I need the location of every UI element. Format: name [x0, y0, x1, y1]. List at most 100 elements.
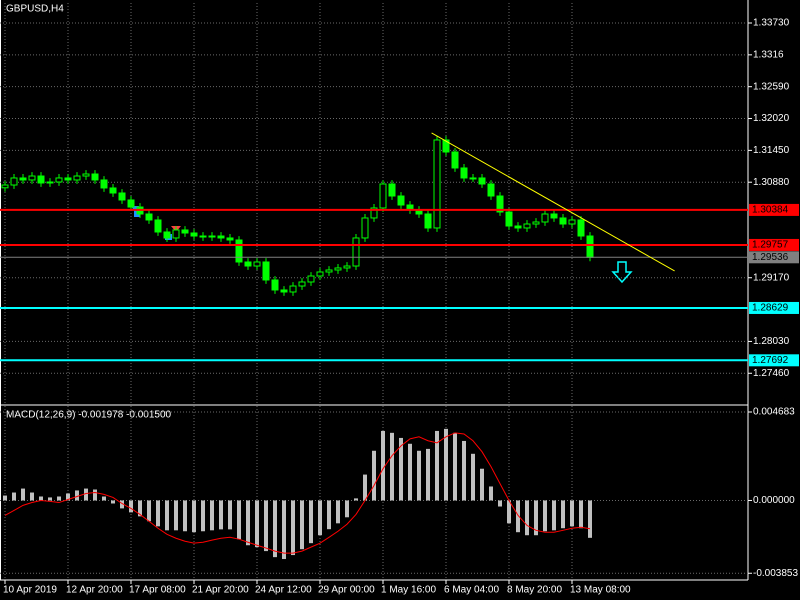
histogram-bar: [417, 450, 421, 501]
y-tick-label: 1.30880: [753, 177, 790, 188]
histogram-bar: [282, 500, 286, 560]
candle-body: [370, 207, 378, 219]
candle-body: [280, 289, 288, 293]
candle-body: [298, 281, 306, 287]
histogram-bar: [300, 500, 304, 550]
candle-body: [478, 177, 486, 185]
candle-body: [64, 177, 72, 181]
candle-body: [190, 232, 198, 237]
histogram-bar: [48, 497, 52, 501]
candle-body: [505, 211, 513, 227]
candle-body: [91, 173, 99, 181]
candle-body: [235, 239, 243, 263]
candle-body: [271, 279, 279, 291]
x-tick-label: 6 May 04:00: [444, 585, 499, 596]
candle-body: [46, 181, 54, 184]
candle-body: [109, 187, 117, 194]
histogram-bar: [336, 500, 340, 524]
candle-body: [334, 267, 342, 271]
histogram-bar: [273, 500, 277, 558]
histogram-bar: [309, 500, 313, 544]
x-tick-label: 21 Apr 20:00: [192, 585, 249, 596]
histogram-bar: [327, 500, 331, 530]
histogram-bar: [318, 500, 322, 536]
x-tick-label: 13 May 08:00: [570, 585, 631, 596]
histogram-bar: [246, 500, 250, 546]
candle-body: [307, 275, 315, 283]
candle-body: [343, 265, 351, 269]
histogram-bar: [30, 492, 34, 501]
histogram-bar: [264, 500, 268, 552]
histogram-bar: [183, 500, 187, 532]
level-label: 1.28629: [752, 303, 789, 314]
histogram-bar: [291, 500, 295, 556]
y-tick-label: 1.29170: [753, 272, 790, 283]
histogram-bar: [138, 500, 142, 517]
candle-body: [73, 175, 81, 181]
candle-body: [10, 177, 18, 186]
histogram-bar: [570, 500, 574, 527]
histogram-bar: [39, 496, 43, 501]
candle-body: [289, 285, 297, 293]
candle-body: [577, 219, 585, 237]
candle-body: [388, 183, 396, 197]
y-tick-label: 0.000000: [753, 495, 795, 506]
candle-body: [514, 225, 522, 229]
y-tick-label: 1.31450: [753, 145, 790, 156]
histogram-bar: [102, 496, 106, 501]
candle-body: [433, 139, 441, 229]
histogram-bar: [498, 500, 502, 507]
histogram-bar: [210, 500, 214, 531]
candle-body: [424, 213, 432, 229]
candle-body: [586, 235, 594, 258]
candle-body: [487, 183, 495, 197]
indicator-title: MACD(12,26,9) -0.001978 -0.001500: [6, 410, 172, 421]
histogram-bar: [174, 500, 178, 531]
histogram-bar: [543, 500, 547, 532]
histogram-bar: [228, 500, 232, 530]
candle-body: [118, 192, 126, 201]
trendline: [431, 132, 675, 272]
candle-body: [532, 221, 540, 225]
level-label-box: [749, 354, 799, 367]
histogram-bar: [156, 500, 160, 527]
histogram-bar: [345, 500, 349, 518]
candle-body: [172, 229, 180, 239]
histogram-bar: [444, 428, 448, 501]
candle-body: [550, 213, 558, 219]
histogram-bar: [129, 500, 133, 513]
histogram-bar: [111, 500, 115, 504]
histogram-bar: [12, 492, 16, 501]
level-label: 1.29757: [752, 240, 789, 251]
histogram-bar: [3, 495, 7, 501]
level-label-box: [749, 203, 799, 216]
histogram-bar: [399, 437, 403, 501]
histogram-bar: [525, 500, 529, 536]
candle-body: [127, 199, 135, 208]
y-tick-label: 0.004683: [753, 407, 795, 418]
histogram-bar: [507, 500, 511, 524]
candle-body: [451, 151, 459, 169]
x-tick-label: 1 May 16:00: [381, 585, 436, 596]
histogram-bar: [84, 488, 88, 501]
candle-body: [262, 261, 270, 281]
histogram-bar: [237, 500, 241, 540]
histogram-bar: [480, 468, 484, 501]
candle-body: [559, 217, 567, 225]
candle-body: [253, 261, 261, 267]
histogram-bar: [588, 500, 592, 538]
down-arrow: [611, 261, 633, 284]
y-tick-label: 1.33730: [753, 18, 790, 29]
histogram-bar: [579, 500, 583, 529]
histogram-bar: [93, 489, 97, 501]
level-label: 1.30384: [752, 205, 789, 216]
candle-body: [181, 229, 189, 234]
y-tick-label: 1.27460: [753, 368, 790, 379]
level-label-box: [749, 301, 799, 314]
histogram-bar: [165, 500, 169, 531]
histogram-bar: [462, 440, 466, 501]
y-tick-label: -0.003853: [753, 568, 798, 579]
level-label: 1.27692: [752, 355, 789, 366]
